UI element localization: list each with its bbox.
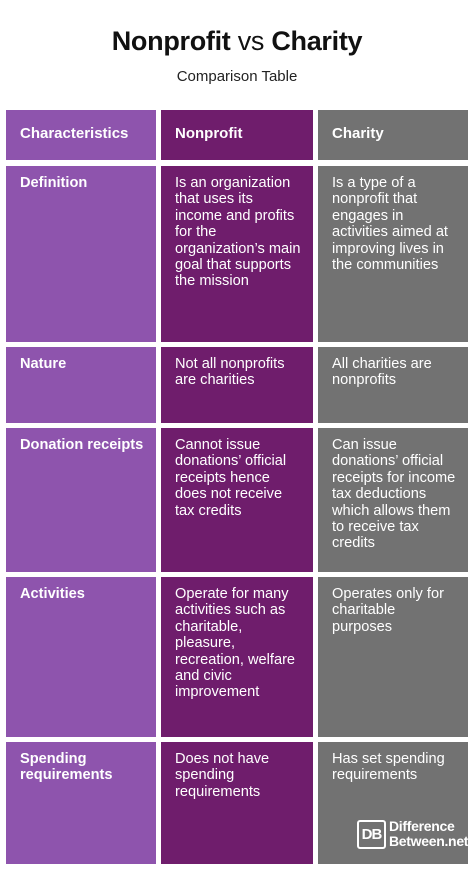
logo-text-line1: Difference — [389, 818, 455, 834]
title-nonprofit: Nonprofit — [111, 26, 231, 56]
row-characteristic: Nature — [6, 347, 156, 423]
difference-between-logo: DB Difference Between.net — [357, 818, 468, 852]
page-title: Nonprofit vs Charity — [0, 26, 474, 57]
header-charity: Charity — [318, 110, 468, 160]
row-nonprofit: Operate for many activities such as char… — [161, 577, 313, 737]
row-nonprofit: Is an organization that uses its income … — [161, 166, 313, 342]
table-row: Definition Is an organization that uses … — [0, 166, 474, 342]
table-row: Donation receipts Cannot issue donations… — [0, 428, 474, 572]
row-charity: Has set spending requirements — [318, 742, 468, 864]
row-characteristic: Definition — [6, 166, 156, 342]
logo-text-line2: Between.net — [389, 833, 469, 849]
table-row: Spending requirements Does not have spen… — [0, 742, 474, 864]
table-header-row: Characteristics Nonprofit Charity — [0, 110, 474, 160]
row-charity: Is a type of a nonprofit that engages in… — [318, 166, 468, 342]
row-charity: Operates only for charitable purposes — [318, 577, 468, 737]
title-vs: vs — [237, 26, 265, 56]
row-nonprofit: Not all nonprofits are charities — [161, 347, 313, 423]
table-row: Activities Operate for many activities s… — [0, 577, 474, 737]
header-characteristics: Characteristics — [6, 110, 156, 160]
table-row: Nature Not all nonprofits are charities … — [0, 347, 474, 423]
row-nonprofit: Does not have spending requirements — [161, 742, 313, 864]
row-characteristic: Spending requirements — [6, 742, 156, 864]
row-charity: All charities are nonprofits — [318, 347, 468, 423]
row-characteristic: Activities — [6, 577, 156, 737]
row-characteristic: Donation receipts — [6, 428, 156, 572]
row-nonprofit: Cannot issue donations’ official receipt… — [161, 428, 313, 572]
db-logo-mark: DB — [357, 820, 386, 849]
header-nonprofit: Nonprofit — [161, 110, 313, 160]
title-charity: Charity — [271, 26, 363, 56]
row-charity: Can issue donations’ official receipts f… — [318, 428, 468, 572]
page-subtitle: Comparison Table — [176, 68, 298, 85]
